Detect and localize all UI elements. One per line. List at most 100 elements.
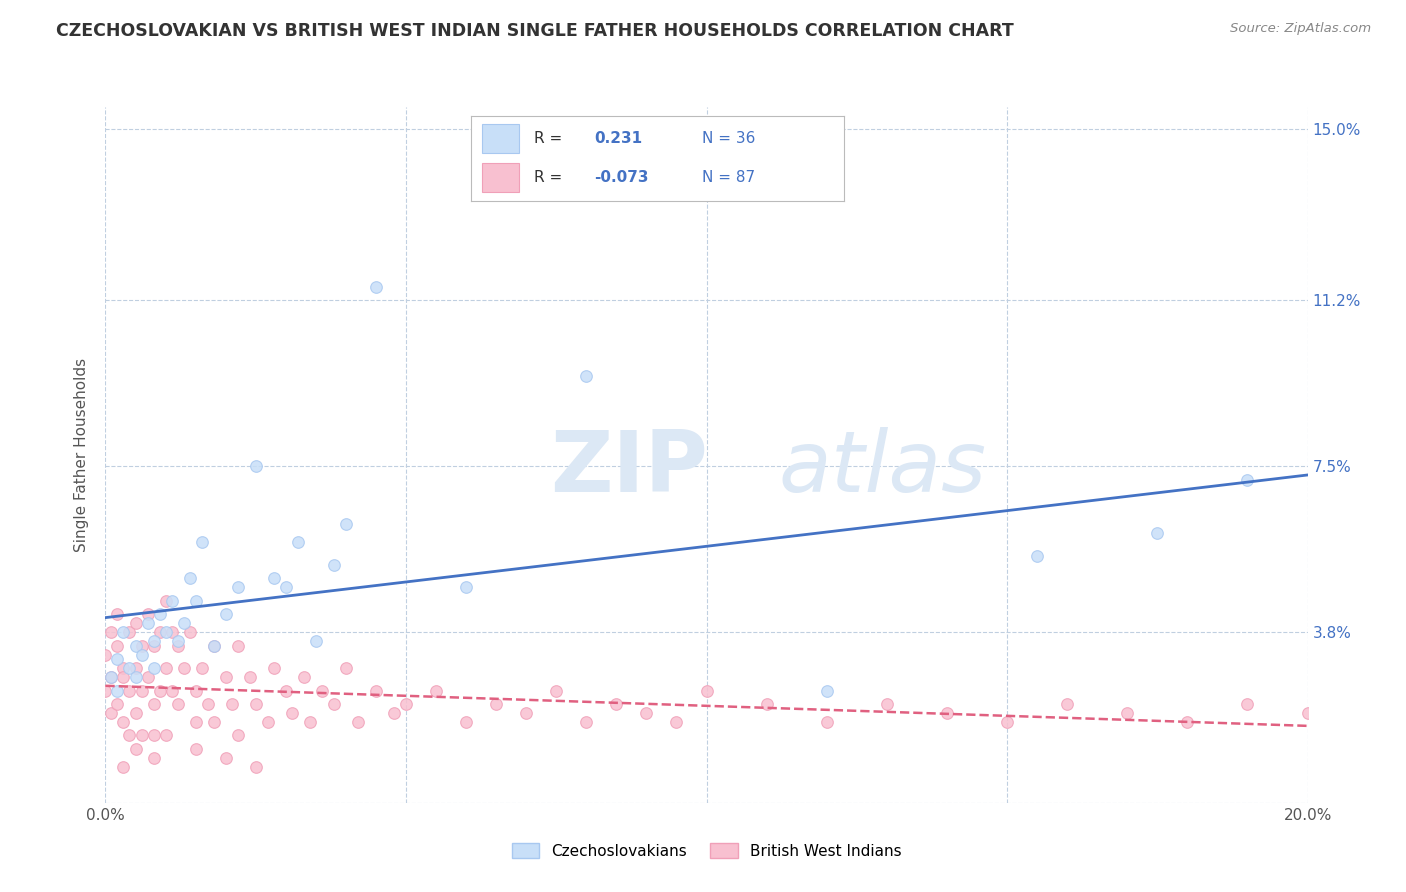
Point [245, 697, 267, 711]
Point [454, 580, 477, 594]
Point [263, 661, 285, 675]
Point [214, 670, 236, 684]
Point [221, 697, 243, 711]
Point [118, 625, 141, 640]
Point [245, 459, 267, 474]
Point [274, 683, 297, 698]
Point [100, 625, 122, 640]
Y-axis label: Single Father Households: Single Father Households [75, 358, 90, 552]
Point [118, 683, 141, 698]
Text: Source: ZipAtlas.com: Source: ZipAtlas.com [1230, 22, 1371, 36]
Point [148, 607, 170, 622]
Point [575, 714, 598, 729]
Point [142, 639, 165, 653]
Point [131, 729, 153, 743]
Point [202, 639, 225, 653]
Point [815, 714, 838, 729]
Point [131, 639, 153, 653]
Point [160, 594, 183, 608]
Point [755, 697, 778, 711]
Point [1026, 549, 1049, 563]
Point [292, 670, 315, 684]
Text: ZIP: ZIP [550, 427, 709, 510]
Point [148, 625, 170, 640]
FancyBboxPatch shape [482, 163, 519, 192]
Point [226, 580, 249, 594]
Point [305, 634, 328, 648]
Point [287, 535, 309, 549]
Point [190, 661, 212, 675]
Point [1056, 697, 1078, 711]
Point [575, 369, 598, 384]
Point [995, 714, 1018, 729]
Point [131, 683, 153, 698]
Point [395, 697, 418, 711]
Text: CZECHOSLOVAKIAN VS BRITISH WEST INDIAN SINGLE FATHER HOUSEHOLDS CORRELATION CHAR: CZECHOSLOVAKIAN VS BRITISH WEST INDIAN S… [56, 22, 1014, 40]
Point [124, 661, 146, 675]
Text: R =: R = [534, 131, 562, 146]
Point [322, 558, 344, 572]
Point [155, 661, 177, 675]
Text: N = 87: N = 87 [702, 170, 755, 186]
Point [100, 670, 122, 684]
Point [118, 661, 141, 675]
Point [131, 648, 153, 662]
Point [100, 670, 122, 684]
Point [226, 639, 249, 653]
Point [107, 683, 129, 698]
Point [1146, 526, 1168, 541]
Text: -0.073: -0.073 [593, 170, 648, 186]
Point [184, 742, 207, 756]
Point [245, 760, 267, 774]
Point [454, 714, 477, 729]
Point [160, 625, 183, 640]
Point [214, 607, 236, 622]
Point [1236, 697, 1258, 711]
Point [142, 661, 165, 675]
Point [696, 683, 718, 698]
Point [136, 616, 159, 631]
Point [1296, 706, 1319, 720]
Point [107, 639, 129, 653]
Point [112, 661, 135, 675]
Point [281, 706, 304, 720]
Point [605, 697, 627, 711]
Point [155, 625, 177, 640]
Point [322, 697, 344, 711]
Point [173, 661, 195, 675]
Point [112, 670, 135, 684]
Point [124, 616, 146, 631]
Point [184, 683, 207, 698]
Point [155, 594, 177, 608]
Point [142, 751, 165, 765]
Point [190, 535, 212, 549]
Point [382, 706, 405, 720]
Point [179, 571, 201, 585]
Point [124, 639, 146, 653]
Point [876, 697, 898, 711]
Point [239, 670, 262, 684]
Point [1116, 706, 1139, 720]
Point [124, 742, 146, 756]
Point [335, 661, 357, 675]
Point [202, 639, 225, 653]
Point [112, 714, 135, 729]
Point [107, 607, 129, 622]
Point [274, 580, 297, 594]
Point [184, 714, 207, 729]
FancyBboxPatch shape [482, 124, 519, 153]
Point [100, 706, 122, 720]
Point [160, 683, 183, 698]
Point [936, 706, 959, 720]
Text: R =: R = [534, 170, 562, 186]
Point [112, 760, 135, 774]
Point [202, 714, 225, 729]
Point [335, 517, 357, 532]
Point [124, 670, 146, 684]
Point [155, 729, 177, 743]
Point [136, 670, 159, 684]
Point [298, 714, 321, 729]
Point [1236, 473, 1258, 487]
Point [364, 279, 387, 293]
Point [136, 607, 159, 622]
